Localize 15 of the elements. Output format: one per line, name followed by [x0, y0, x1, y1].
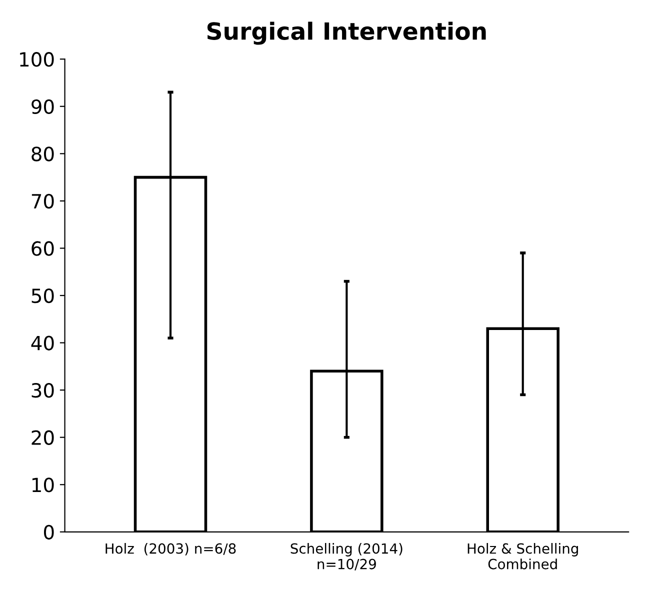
y-tick-label: 70 [32, 194, 54, 209]
y-tick-label: 40 [31, 336, 54, 350]
y-tick-label: 60 [32, 241, 54, 256]
x-tick-label: Schelling (2014) n=10/29 [290, 543, 402, 570]
x-tick-label: Holz & Schelling Combined [468, 543, 578, 570]
y-tick-label: 20 [32, 430, 54, 446]
x-tick-label: Holz (2003) n=6/8 [106, 543, 236, 556]
y-tick-label: 30 [32, 383, 54, 398]
y-tick-label: 100 [20, 52, 54, 67]
y-tick-label: 90 [32, 99, 54, 114]
y-tick-label: 50 [32, 288, 54, 304]
chart-title: Surgical Intervention [207, 22, 486, 45]
y-tick-label: 0 [44, 524, 54, 540]
y-tick-label: 80 [32, 146, 54, 162]
y-tick-label: 10 [32, 478, 54, 492]
